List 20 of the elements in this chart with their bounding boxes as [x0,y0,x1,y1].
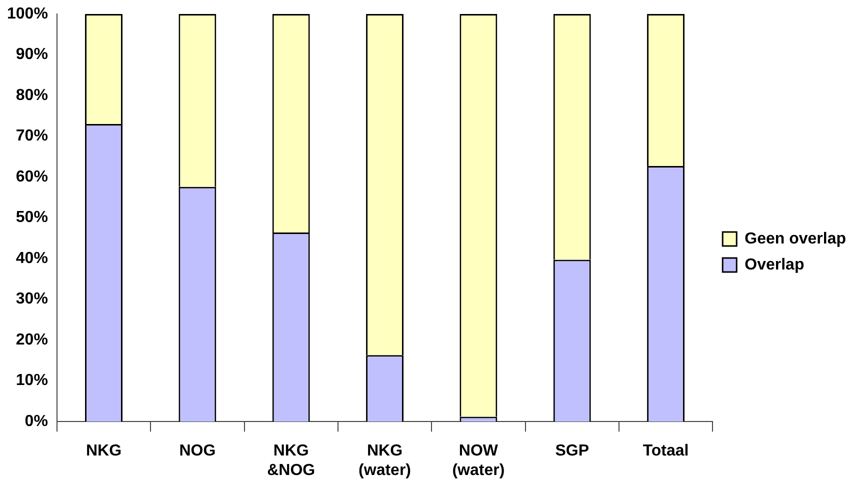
y-tick-label: 0% [24,413,48,430]
y-tick-label: 70% [16,128,48,145]
y-tick-label: 50% [16,209,48,226]
legend-label: Overlap [744,256,804,274]
y-tick-label: 60% [16,168,48,186]
x-tick-label: NKG (water) [358,442,411,479]
x-tick-label: SGP [555,442,590,460]
x-tick-label: NKG &NOG [267,442,316,479]
y-tick-label: 80% [16,86,48,104]
x-tick-label: Totaal [642,442,689,460]
y-tick-label: 10% [16,372,48,390]
y-tick-label: 20% [16,331,48,348]
x-tick-label: NKG [86,442,122,460]
x-tick-label: NOW (water) [452,442,505,479]
x-tick-label: NOG [179,442,216,460]
y-tick-label: 100% [7,5,48,22]
y-tick-label: 30% [16,290,48,308]
y-tick-label: 40% [16,250,48,267]
y-tick-label: 90% [16,46,48,64]
legend-label: Geen overlap [744,230,846,248]
